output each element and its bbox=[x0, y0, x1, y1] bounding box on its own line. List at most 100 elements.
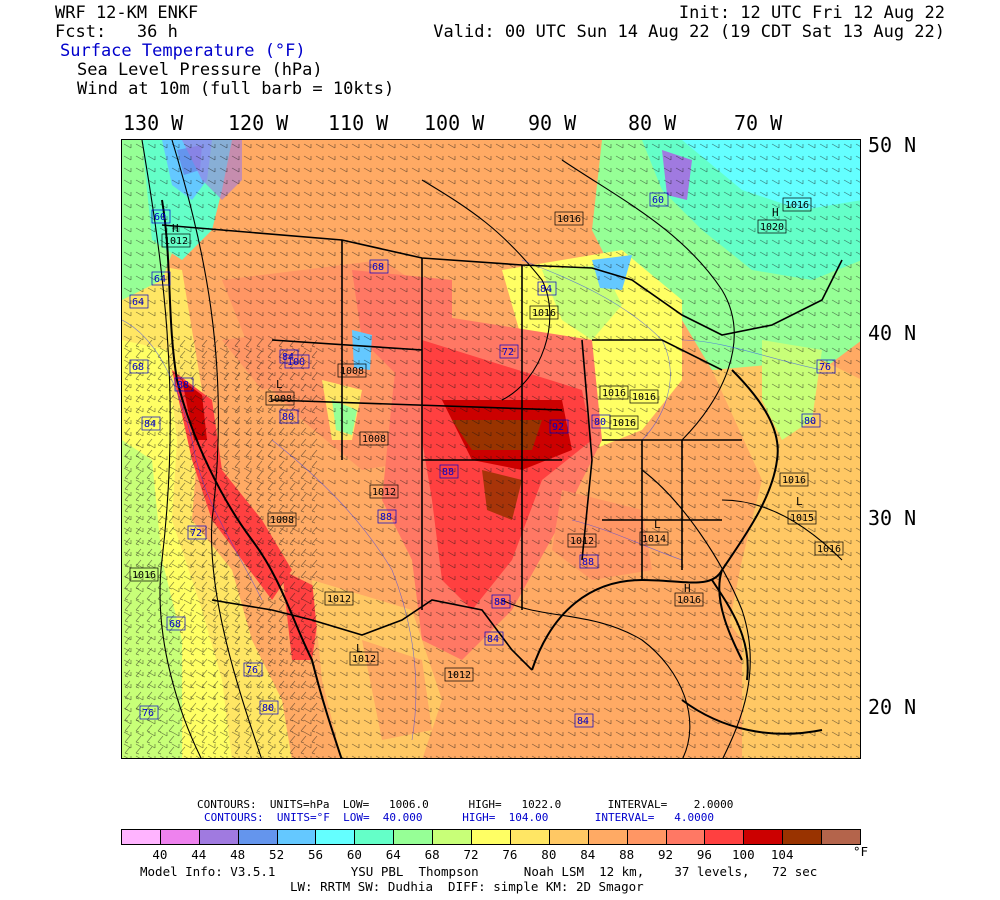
pressure-label: 1008 bbox=[270, 515, 294, 526]
pressure-label: 1012 bbox=[327, 594, 351, 605]
colorbar-label: 88 bbox=[619, 847, 635, 862]
high-marker: H bbox=[172, 222, 179, 235]
temp-label: 100 bbox=[287, 357, 305, 368]
temp-label: 64 bbox=[154, 274, 166, 285]
lon-label-90w: 90 W bbox=[528, 111, 577, 135]
temperature-contours bbox=[122, 259, 823, 741]
model-info-line1: Model Info: V3.5.1 YSU PBL Thompson Noah… bbox=[140, 864, 818, 879]
temp-label: 88 bbox=[442, 467, 454, 478]
low-marker: L bbox=[276, 378, 283, 391]
pacific-coast bbox=[161, 199, 343, 758]
init-time: Init: 12 UTC Fri 12 Aug 22 bbox=[678, 3, 945, 23]
pressure-label: 1016 bbox=[782, 475, 806, 486]
colorbar-swatch bbox=[704, 829, 745, 845]
temp-label: 60 bbox=[652, 195, 664, 206]
field-pressure-label: Sea Level Pressure (hPa) bbox=[77, 60, 323, 80]
colorbar-swatch bbox=[626, 829, 667, 845]
colorbar-label: 72 bbox=[463, 847, 479, 862]
temp-label: 88 bbox=[582, 557, 594, 568]
model-info-line2: LW: RRTM SW: Dudhia DIFF: simple KM: 2D … bbox=[290, 879, 644, 894]
forecast-map: 60 64 64 68 88 84 72 68 76 80 76 84 88 8… bbox=[121, 139, 861, 759]
atlantic-coast bbox=[718, 369, 779, 661]
temp-label: 68 bbox=[169, 619, 181, 630]
temp-label: 92 bbox=[552, 422, 564, 433]
temp-label: 72 bbox=[502, 347, 514, 358]
contour-info-pressure: CONTOURS: UNITS=hPa LOW= 1006.0 HIGH= 10… bbox=[197, 798, 734, 811]
lat-label-30n: 30 N bbox=[868, 506, 917, 530]
temp-label: 68 bbox=[132, 362, 144, 373]
colorbar-swatch bbox=[393, 829, 434, 845]
lat-label-50n: 50 N bbox=[868, 133, 917, 157]
lon-label-70w: 70 W bbox=[734, 111, 783, 135]
pressure-label: 1016 bbox=[785, 200, 809, 211]
pressure-label: 1020 bbox=[760, 222, 784, 233]
temp-label: 76 bbox=[246, 665, 258, 676]
field-primary-label: Surface Temperature (°F) bbox=[60, 41, 306, 61]
gulf-coast bbox=[531, 569, 723, 671]
colorbar-label: 60 bbox=[346, 847, 362, 862]
high-marker: H bbox=[772, 206, 779, 219]
colorbar-label: 48 bbox=[230, 847, 246, 862]
colorbar-swatch bbox=[782, 829, 823, 845]
pressure-label: 1012 bbox=[352, 654, 376, 665]
pressure-contours bbox=[141, 140, 843, 758]
pressure-label: 1016 bbox=[132, 570, 156, 581]
colorbar-swatch bbox=[432, 829, 473, 845]
lat-label-40n: 40 N bbox=[868, 321, 917, 345]
pressure-label: 1015 bbox=[790, 513, 814, 524]
cuba-coast bbox=[681, 699, 823, 735]
colorbar-swatch bbox=[354, 829, 395, 845]
pressure-label: 1008 bbox=[268, 394, 292, 405]
temp-label: 84 bbox=[540, 284, 552, 295]
temperature-labels: 60 64 64 68 88 84 72 68 76 80 76 84 88 8… bbox=[129, 192, 836, 728]
lat-label-20n: 20 N bbox=[868, 695, 917, 719]
pressure-label: 1016 bbox=[602, 388, 626, 399]
pressure-label: 1008 bbox=[340, 366, 364, 377]
pressure-label: 1016 bbox=[677, 595, 701, 606]
temp-label: 64 bbox=[132, 297, 144, 308]
pressure-label: 1012 bbox=[372, 487, 396, 498]
field-wind-label: Wind at 10m (full barb = 10kts) bbox=[77, 79, 395, 99]
colorbar-swatch bbox=[159, 829, 200, 845]
colorbar-swatch bbox=[743, 829, 784, 845]
lon-label-100w: 100 W bbox=[424, 111, 485, 135]
us-mexico-border bbox=[211, 599, 533, 671]
colorbar-label: 96 bbox=[696, 847, 712, 862]
temp-label: 84 bbox=[577, 716, 589, 727]
high-marker: H bbox=[684, 582, 691, 595]
colorbar-swatch bbox=[587, 829, 628, 845]
low-marker: L bbox=[356, 642, 363, 655]
state-boundaries bbox=[271, 240, 593, 610]
colorbar-swatch bbox=[665, 829, 706, 845]
low-marker: L bbox=[796, 495, 803, 508]
us-canada-border bbox=[161, 224, 843, 336]
pressure-labels: 1012 1016 1008 1008 1016 1016 1016 1016 … bbox=[129, 197, 844, 682]
pressure-label: 1012 bbox=[570, 536, 594, 547]
colorbar-label: 80 bbox=[541, 847, 557, 862]
temp-label: 76 bbox=[819, 362, 831, 373]
colorbar-label: 76 bbox=[502, 847, 518, 862]
pressure-label: 1012 bbox=[164, 236, 188, 247]
pressure-label: 1008 bbox=[362, 434, 386, 445]
colorbar-swatch bbox=[821, 829, 861, 845]
temp-label: 80 bbox=[804, 416, 816, 427]
forecast-hour: Fcst: 36 h bbox=[55, 22, 178, 42]
colorbar-swatch bbox=[121, 829, 161, 845]
forecast-map-svg: 60 64 64 68 88 84 72 68 76 80 76 84 88 8… bbox=[122, 140, 860, 758]
colorbar-swatch bbox=[315, 829, 356, 845]
temp-label: 88 bbox=[494, 597, 506, 608]
temp-label: 80 bbox=[282, 412, 294, 423]
temp-label: 84 bbox=[282, 352, 294, 363]
colorbar-label: 92 bbox=[657, 847, 674, 862]
model-title: WRF 12-KM ENKF bbox=[55, 3, 199, 23]
low-marker: L bbox=[654, 518, 661, 531]
colorbar-swatch bbox=[276, 829, 317, 845]
temp-label: 84 bbox=[144, 419, 156, 430]
contour-info-temperature: CONTOURS: UNITS=°F LOW= 40.000 HIGH= 104… bbox=[204, 811, 714, 824]
valid-time: Valid: 00 UTC Sun 14 Aug 22 (19 CDT Sat … bbox=[433, 22, 945, 42]
lon-label-110w: 110 W bbox=[328, 111, 389, 135]
temp-label: 84 bbox=[487, 634, 499, 645]
pressure-label: 1012 bbox=[447, 670, 471, 681]
coastlines bbox=[161, 199, 823, 758]
pressure-label: 1016 bbox=[632, 392, 656, 403]
